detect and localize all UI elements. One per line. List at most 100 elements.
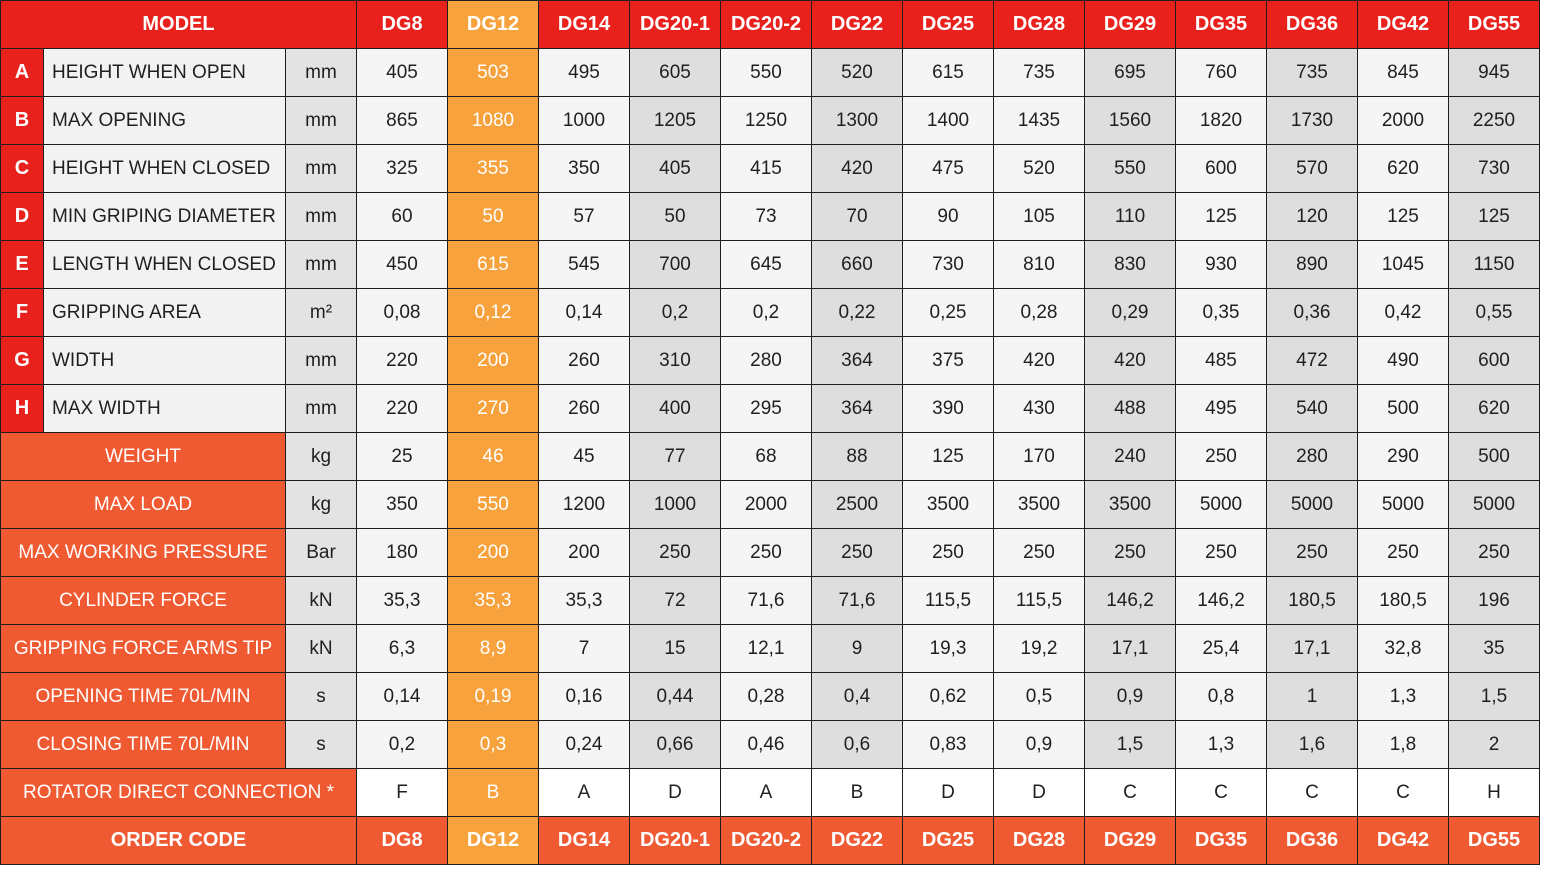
value-cell: 250 bbox=[1266, 528, 1358, 577]
value-cell: 250 bbox=[1448, 528, 1540, 577]
value-cell: 325 bbox=[356, 144, 448, 193]
value-cell: 17,1 bbox=[1084, 624, 1176, 673]
value-cell: 390 bbox=[902, 384, 994, 433]
order-code-value: DG20-1 bbox=[629, 816, 721, 865]
value-cell: 865 bbox=[356, 96, 448, 145]
value-cell: 1820 bbox=[1175, 96, 1267, 145]
value-cell: 1150 bbox=[1448, 240, 1540, 289]
value-cell: 280 bbox=[720, 336, 812, 385]
value-cell: 400 bbox=[629, 384, 721, 433]
value-cell: 540 bbox=[1266, 384, 1358, 433]
value-cell: 220 bbox=[356, 336, 448, 385]
value-cell: 71,6 bbox=[720, 576, 812, 625]
value-cell: 845 bbox=[1357, 48, 1449, 97]
value-cell: 1,6 bbox=[1266, 720, 1358, 769]
value-cell: 0,9 bbox=[993, 720, 1085, 769]
value-cell: 0,28 bbox=[993, 288, 1085, 337]
value-cell: 2 bbox=[1448, 720, 1540, 769]
value-cell: 945 bbox=[1448, 48, 1540, 97]
value-cell: 364 bbox=[811, 336, 903, 385]
value-cell: 290 bbox=[1357, 432, 1449, 481]
value-cell: 88 bbox=[811, 432, 903, 481]
value-cell: 5000 bbox=[1357, 480, 1449, 529]
model-header-dg14: DG14 bbox=[538, 0, 630, 49]
model-header-dg20-1: DG20-1 bbox=[629, 0, 721, 49]
model-header-dg55: DG55 bbox=[1448, 0, 1540, 49]
value-cell: 930 bbox=[1175, 240, 1267, 289]
value-cell: 180,5 bbox=[1357, 576, 1449, 625]
value-cell: 1,3 bbox=[1175, 720, 1267, 769]
value-cell: 570 bbox=[1266, 144, 1358, 193]
dimension-row: F GRIPPING AREA m² 0,08 0,12 0,14 0,2 0,2 0,22 0,… bbox=[0, 288, 1540, 337]
unit-cell: kN bbox=[285, 576, 357, 625]
value-cell: 6,3 bbox=[356, 624, 448, 673]
value-cell: 260 bbox=[538, 384, 630, 433]
value-cell: 310 bbox=[629, 336, 721, 385]
value-cell: 375 bbox=[902, 336, 994, 385]
value-cell: 0,16 bbox=[538, 672, 630, 721]
value-cell: 1,5 bbox=[1448, 672, 1540, 721]
order-code-value: DG8 bbox=[356, 816, 448, 865]
value-cell: 250 bbox=[1175, 432, 1267, 481]
order-code-value: DG36 bbox=[1266, 816, 1358, 865]
value-cell: 430 bbox=[993, 384, 1085, 433]
value-cell: 0,24 bbox=[538, 720, 630, 769]
value-cell: 25,4 bbox=[1175, 624, 1267, 673]
value-cell: 90 bbox=[902, 192, 994, 241]
value-cell: 600 bbox=[1175, 144, 1267, 193]
value-cell: 0,36 bbox=[1266, 288, 1358, 337]
value-cell: 550 bbox=[447, 480, 539, 529]
rotator-value: B bbox=[447, 768, 539, 817]
value-cell: 68 bbox=[720, 432, 812, 481]
dimension-label: HEIGHT WHEN CLOSED bbox=[43, 144, 286, 193]
value-cell: 0,25 bbox=[902, 288, 994, 337]
value-cell: 1200 bbox=[538, 480, 630, 529]
value-cell: 125 bbox=[1448, 192, 1540, 241]
value-cell: 615 bbox=[902, 48, 994, 97]
value-cell: 25 bbox=[356, 432, 448, 481]
value-cell: 250 bbox=[811, 528, 903, 577]
value-cell: 35,3 bbox=[538, 576, 630, 625]
value-cell: 0,46 bbox=[720, 720, 812, 769]
value-cell: 1,5 bbox=[1084, 720, 1176, 769]
unit-cell: m² bbox=[285, 288, 357, 337]
unit-cell: kg bbox=[285, 432, 357, 481]
spec-row: WEIGHT kg 25 46 45 77 68 88 125 170 240 250 280 290 50… bbox=[0, 432, 1540, 481]
value-cell: 295 bbox=[720, 384, 812, 433]
order-code-value: DG29 bbox=[1084, 816, 1176, 865]
value-cell: 3500 bbox=[902, 480, 994, 529]
value-cell: 250 bbox=[1357, 528, 1449, 577]
value-cell: 0,29 bbox=[1084, 288, 1176, 337]
spec-row: GRIPPING FORCE ARMS TIP kN 6,3 8,9 7 15 12,1 9 1… bbox=[0, 624, 1540, 673]
dimension-letter: G bbox=[0, 336, 44, 385]
value-cell: 503 bbox=[447, 48, 539, 97]
rotator-value: A bbox=[720, 768, 812, 817]
value-cell: 220 bbox=[356, 384, 448, 433]
spec-label: OPENING TIME 70L/MIN bbox=[0, 672, 286, 721]
dimension-letter: D bbox=[0, 192, 44, 241]
value-cell: 105 bbox=[993, 192, 1085, 241]
value-cell: 280 bbox=[1266, 432, 1358, 481]
value-cell: 125 bbox=[902, 432, 994, 481]
value-cell: 1300 bbox=[811, 96, 903, 145]
rotator-value: H bbox=[1448, 768, 1540, 817]
value-cell: 420 bbox=[993, 336, 1085, 385]
value-cell: 250 bbox=[902, 528, 994, 577]
value-cell: 488 bbox=[1084, 384, 1176, 433]
model-header-dg20-2: DG20-2 bbox=[720, 0, 812, 49]
order-code-label: ORDER CODE bbox=[0, 816, 357, 865]
order-code-value: DG42 bbox=[1357, 816, 1449, 865]
unit-cell: kg bbox=[285, 480, 357, 529]
unit-cell: Bar bbox=[285, 528, 357, 577]
value-cell: 0,8 bbox=[1175, 672, 1267, 721]
value-cell: 810 bbox=[993, 240, 1085, 289]
order-code-row: ORDER CODE DG8 DG12 DG14 DG20-1 DG20-2 DG22 DG2… bbox=[0, 816, 1540, 865]
value-cell: 1,8 bbox=[1357, 720, 1449, 769]
value-cell: 450 bbox=[356, 240, 448, 289]
value-cell: 250 bbox=[1084, 528, 1176, 577]
value-cell: 0,22 bbox=[811, 288, 903, 337]
unit-cell: mm bbox=[285, 384, 357, 433]
model-header-dg42: DG42 bbox=[1357, 0, 1449, 49]
spec-label: WEIGHT bbox=[0, 432, 286, 481]
value-cell: 0,9 bbox=[1084, 672, 1176, 721]
